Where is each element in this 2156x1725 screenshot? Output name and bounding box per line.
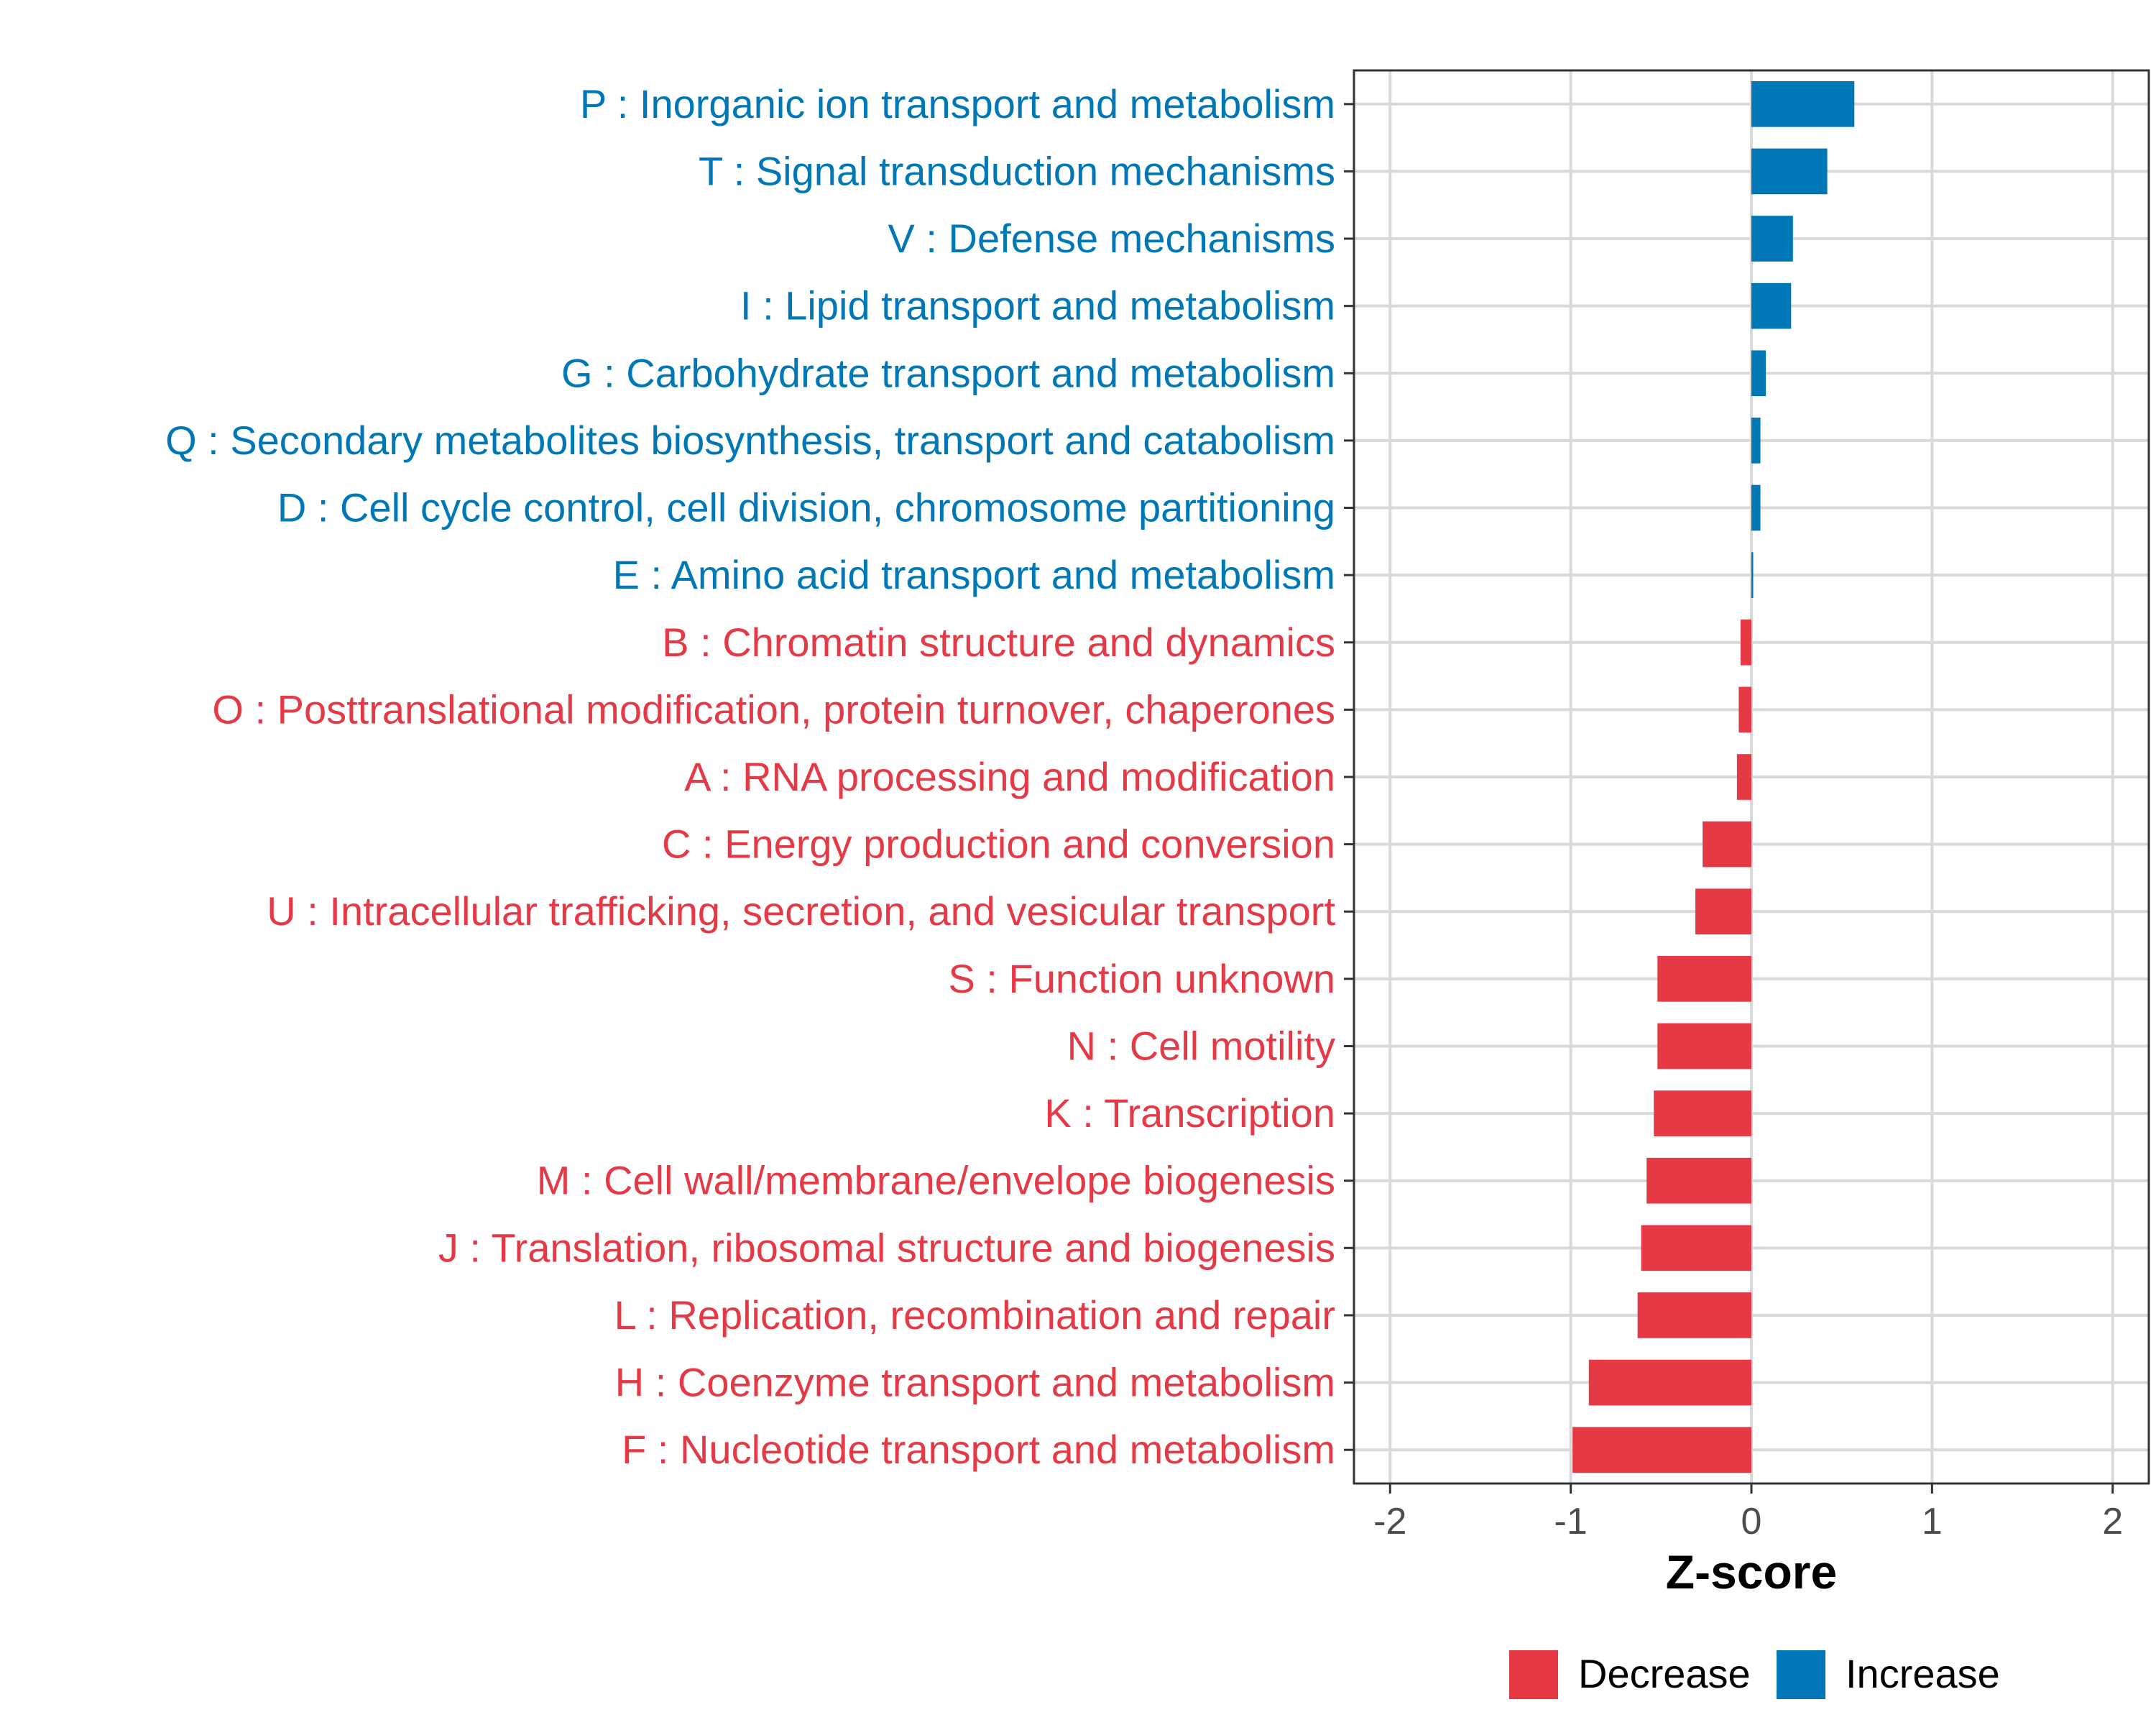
x-tick-label-3: 1 xyxy=(1922,1501,1943,1542)
x-axis-title: Z-score xyxy=(1666,1545,1837,1598)
bar-16 xyxy=(1646,1157,1751,1204)
bar-8 xyxy=(1740,619,1751,666)
bar-20 xyxy=(1572,1427,1751,1473)
bar-7 xyxy=(1751,552,1754,598)
bar-9 xyxy=(1738,686,1751,733)
category-label-5: Q : Secondary metabolites biosynthesis, … xyxy=(165,418,1335,463)
legend-swatch-decrease xyxy=(1509,1650,1558,1699)
bar-19 xyxy=(1588,1359,1751,1406)
bar-17 xyxy=(1641,1225,1751,1271)
legend: Decrease Increase xyxy=(1509,1650,2000,1699)
bar-0 xyxy=(1751,80,1855,127)
x-tick-label-4: 2 xyxy=(2102,1501,2123,1542)
bar-15 xyxy=(1654,1090,1751,1136)
bars xyxy=(1572,80,1855,1473)
bar-5 xyxy=(1751,418,1761,464)
bar-3 xyxy=(1751,282,1792,329)
category-label-6: D : Cell cycle control, cell division, c… xyxy=(277,485,1335,530)
bar-10 xyxy=(1736,754,1751,800)
bar-4 xyxy=(1751,350,1766,397)
x-axis-ticks: -2 -1 0 1 2 xyxy=(1373,1484,2123,1542)
category-labels: P : Inorganic ion transport and metaboli… xyxy=(165,81,1335,1472)
bar-1 xyxy=(1751,148,1828,195)
category-label-10: A : RNA processing and modification xyxy=(684,754,1335,799)
bar-18 xyxy=(1637,1292,1751,1338)
x-tick-label-0: -2 xyxy=(1373,1501,1406,1542)
bar-2 xyxy=(1751,216,1793,262)
category-label-16: M : Cell wall/membrane/envelope biogenes… xyxy=(537,1158,1335,1203)
bar-11 xyxy=(1703,821,1751,868)
bar-14 xyxy=(1657,1023,1751,1070)
category-label-18: L : Replication, recombination and repai… xyxy=(614,1292,1335,1338)
bar-13 xyxy=(1657,956,1751,1002)
category-label-19: H : Coenzyme transport and metabolism xyxy=(615,1360,1335,1405)
category-label-17: J : Translation, ribosomal structure and… xyxy=(438,1225,1335,1270)
legend-swatch-increase xyxy=(1777,1650,1825,1699)
category-label-2: V : Defense mechanisms xyxy=(888,216,1335,261)
x-tick-label-2: 0 xyxy=(1741,1501,1762,1542)
category-label-14: N : Cell motility xyxy=(1067,1023,1335,1068)
category-label-9: O : Posttranslational modification, prot… xyxy=(212,686,1335,732)
legend-label-decrease: Decrease xyxy=(1578,1651,1751,1696)
category-label-3: I : Lipid transport and metabolism xyxy=(740,283,1335,328)
category-label-0: P : Inorganic ion transport and metaboli… xyxy=(580,81,1335,126)
category-label-15: K : Transcription xyxy=(1044,1090,1335,1136)
category-label-11: C : Energy production and conversion xyxy=(662,822,1335,867)
bar-6 xyxy=(1751,484,1761,531)
category-label-8: B : Chromatin structure and dynamics xyxy=(662,620,1335,665)
category-label-7: E : Amino acid transport and metabolism xyxy=(613,552,1335,597)
legend-label-increase: Increase xyxy=(1846,1651,2000,1696)
category-label-4: G : Carbohydrate transport and metabolis… xyxy=(561,350,1335,395)
category-label-20: F : Nucleotide transport and metabolism xyxy=(622,1427,1335,1472)
y-axis-ticks xyxy=(1344,103,1354,1451)
bar-12 xyxy=(1695,888,1751,935)
category-label-12: U : Intracellular trafficking, secretion… xyxy=(267,888,1335,934)
x-tick-label-1: -1 xyxy=(1554,1501,1588,1542)
category-label-13: S : Function unknown xyxy=(948,956,1335,1001)
category-label-1: T : Signal transduction mechanisms xyxy=(699,148,1335,193)
